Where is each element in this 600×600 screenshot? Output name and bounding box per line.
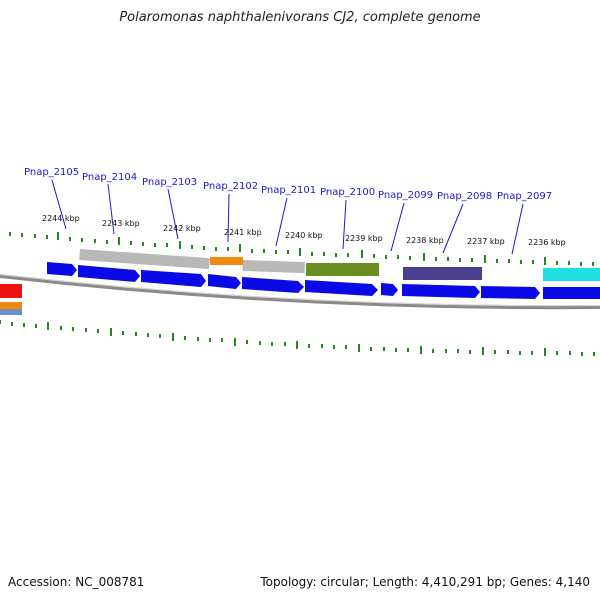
scale-label: 2236 kbp [528,238,566,247]
feature-red [0,284,22,298]
feature-olive [306,263,379,276]
gene-label: Pnap_2102 [203,181,258,192]
gene-arrow [208,274,241,289]
tick-row-upper [9,232,594,266]
label-leader-lines [51,179,524,255]
gene-arrow [481,286,540,299]
gene-label: Pnap_2097 [497,191,552,202]
gene-arrow [47,262,77,276]
scale-label: 2240 kbp [285,231,323,240]
topology-label: Topology: circular; Length: 4,410,291 bp… [260,575,590,589]
gene-arrows [47,262,600,299]
tick-row-lower [0,320,595,356]
genome-backbone [0,274,600,310]
scale-label: 2243 kbp [102,219,140,228]
scale-label: 2241 kbp [224,228,262,237]
scale-label: 2244 kbp [42,214,80,223]
gene-arrow [305,280,378,296]
gene-label: Pnap_2103 [142,177,197,188]
gene-label: Pnap_2104 [82,172,137,183]
gene-arrow [242,277,304,293]
accession-label: Accession: NC_008781 [8,575,145,589]
gene-arrow [402,284,480,298]
feature-steelblue-left [0,309,22,315]
feature-cyan [543,268,600,281]
gene-arrow [78,265,140,282]
scale-label: 2242 kbp [163,224,201,233]
gene-arrow [141,270,206,287]
scale-label: 2239 kbp [345,234,383,243]
genome-backbone-highlight [0,274,600,307]
gene-arrow [381,283,398,296]
scale-label: 2237 kbp [467,237,505,246]
feature-gray-1 [79,248,210,270]
gene-label: Pnap_2100 [320,187,375,198]
gene-label: Pnap_2105 [24,167,79,178]
feature-gray-2 [242,260,305,274]
feature-purple [403,267,482,280]
genome-title: Polaromonas naphthalenivorans CJ2, compl… [119,10,481,25]
gene-arrow [543,287,600,299]
feature-orange [210,257,243,265]
scale-label: 2238 kbp [406,236,444,245]
feature-orange-left [0,302,22,309]
gene-label: Pnap_2099 [378,190,433,201]
gene-label: Pnap_2098 [437,191,492,202]
gene-label: Pnap_2101 [261,185,316,196]
